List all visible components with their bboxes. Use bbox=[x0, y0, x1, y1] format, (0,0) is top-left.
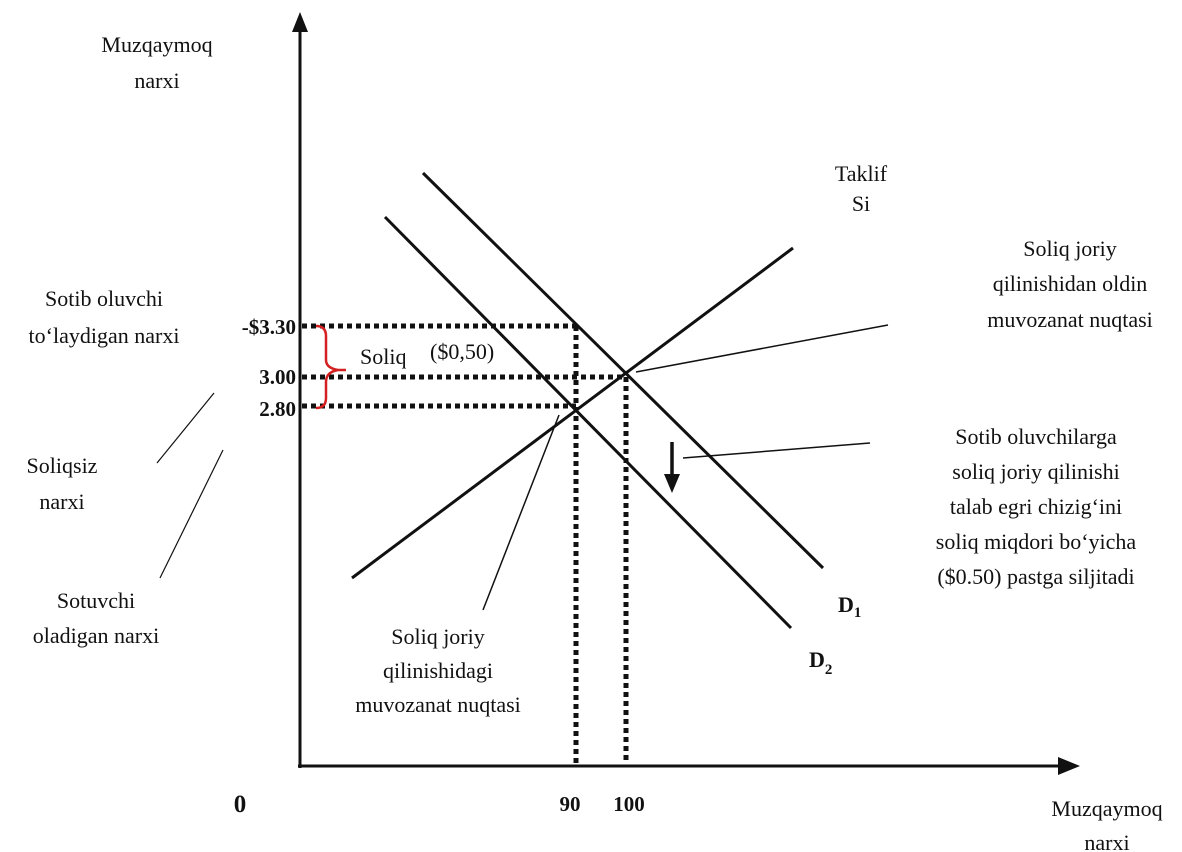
tax-label-amount: ($0,50) bbox=[430, 339, 494, 364]
demand-label-d2: D2 bbox=[809, 647, 832, 678]
x-axis-label-line1: Muzqaymoq bbox=[1051, 796, 1162, 821]
supply-curve bbox=[351, 246, 794, 580]
pointer-seller-price bbox=[159, 449, 224, 579]
shift-note-line4: soliq miqdori bo‘yicha bbox=[936, 529, 1137, 554]
demand-label-d1: D1 bbox=[838, 592, 861, 621]
y-axis-label-line1: Muzqaymoq bbox=[101, 32, 212, 57]
x-axis-label-line2: narxi bbox=[1084, 830, 1129, 852]
before-tax-eq-note-line1: Soliq joriy bbox=[1023, 236, 1117, 261]
during-tax-eq-note-line1: Soliq joriy bbox=[391, 624, 485, 649]
seller-price-note-line1: Sotuvchi bbox=[57, 588, 135, 613]
y-axis-label-line2: narxi bbox=[134, 68, 179, 93]
pointer-no-tax-price bbox=[156, 392, 215, 464]
tax-bracket bbox=[315, 324, 346, 410]
no-tax-price-note-line1: Soliqsiz bbox=[27, 453, 98, 478]
demand-curve-d1 bbox=[421, 171, 825, 570]
demand-curve-d2 bbox=[383, 215, 793, 630]
shift-note-line3: talab egri chizig‘ini bbox=[950, 494, 1122, 519]
d2-subscript: 2 bbox=[825, 662, 833, 678]
during-tax-eq-note-line3: muvozanat nuqtasi bbox=[355, 692, 521, 717]
pointer-during-tax-eq bbox=[482, 414, 560, 611]
shift-note-line1: Sotib oluvchilarga bbox=[955, 424, 1117, 449]
y-axis-arrow-icon bbox=[292, 12, 308, 32]
price-guides bbox=[302, 323, 629, 764]
d1-letter: D bbox=[838, 592, 854, 617]
d1-subscript: 1 bbox=[854, 605, 862, 621]
no-tax-price-note-line2: narxi bbox=[39, 489, 84, 514]
seller-price-note-line2: oladigan narxi bbox=[33, 623, 159, 648]
price-tick-equilibrium: 3.00 bbox=[259, 365, 296, 389]
buyer-price-note-line2: to‘laydigan narxi bbox=[29, 323, 180, 348]
buyer-price-note-line1: Sotib oluvchi bbox=[45, 286, 163, 311]
price-tick-buyer: -$3.30 bbox=[242, 315, 296, 339]
origin-label: 0 bbox=[234, 791, 247, 818]
shift-note-line2: soliq joriy qilinishi bbox=[952, 459, 1119, 484]
price-tick-seller: 2.80 bbox=[259, 397, 296, 421]
before-tax-eq-note-line2: qilinishidan oldin bbox=[993, 271, 1148, 296]
supply-label-line2: Si bbox=[852, 191, 870, 216]
d2-letter: D bbox=[809, 647, 825, 672]
shift-note-line5: ($0.50) pastga siljitadi bbox=[937, 564, 1134, 589]
before-tax-eq-note-line3: muvozanat nuqtasi bbox=[987, 307, 1153, 332]
pointer-before-tax-eq bbox=[635, 324, 889, 373]
tax-label-word: Soliq bbox=[360, 344, 406, 369]
quantity-tick-100: 100 bbox=[613, 792, 645, 816]
x-axis-arrow-icon bbox=[1058, 757, 1080, 775]
downward-arrowhead-icon bbox=[664, 474, 680, 493]
during-tax-eq-note-line2: qilinishidagi bbox=[383, 658, 493, 683]
quantity-tick-90: 90 bbox=[560, 792, 581, 816]
pointer-shift-note bbox=[682, 442, 871, 459]
supply-label-line1: Taklif bbox=[835, 161, 888, 186]
